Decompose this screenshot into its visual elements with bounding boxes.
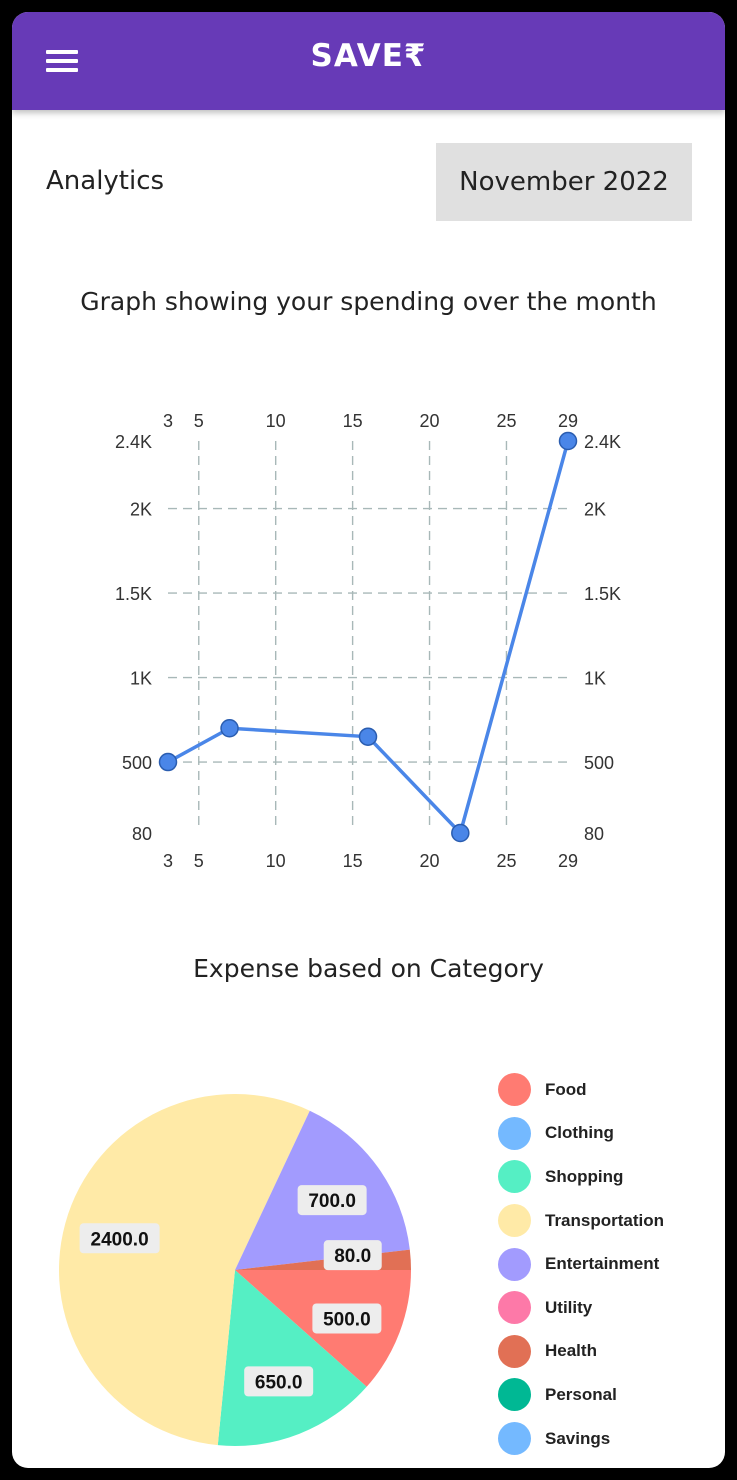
y-tick-label-right: 1.5K xyxy=(584,584,621,604)
legend-label: Health xyxy=(545,1341,597,1361)
x-tick-label-bottom: 20 xyxy=(420,851,440,871)
pie-slice-transportation[interactable] xyxy=(58,1094,310,1446)
x-tick-label-bottom: 10 xyxy=(266,851,286,871)
legend-swatch xyxy=(498,1334,531,1368)
legend-item-food[interactable]: Food xyxy=(498,1068,718,1112)
y-tick-label-right: 500 xyxy=(584,753,614,773)
slice-value-label: 650.0 xyxy=(255,1372,303,1393)
slice-value-badge xyxy=(244,1366,314,1397)
legend-label: Utility xyxy=(545,1297,593,1317)
legend-item-savings[interactable]: Savings xyxy=(498,1417,718,1461)
slice-value-badge xyxy=(297,1185,367,1216)
pie-chart-heading: Expense based on Category xyxy=(193,954,544,983)
data-point[interactable] xyxy=(358,727,378,746)
app-screen: SAVE₹ Analytics November 2022 Graph show… xyxy=(12,12,725,1468)
spending-series-line xyxy=(167,440,570,835)
y-tick-label-left: 1.5K xyxy=(115,584,152,604)
legend-item-utility[interactable]: Utility xyxy=(498,1286,718,1330)
legend-swatch xyxy=(498,1116,531,1150)
spending-line-chart: 3 3 5 5 10 10 15 15 20 20 25 25 29 29 80 80 500 500 1K 1K 1.… xyxy=(115,411,621,871)
slice-value-badge xyxy=(79,1223,160,1254)
slice-value-badge xyxy=(323,1240,382,1271)
legend-label: Personal xyxy=(545,1384,617,1404)
y-tick-label-left: 500 xyxy=(122,753,152,773)
legend-item-shopping[interactable]: Shopping xyxy=(498,1155,718,1199)
legend-item-clothing[interactable]: Clothing xyxy=(498,1112,718,1156)
data-point[interactable] xyxy=(451,823,470,843)
legend-swatch xyxy=(498,1204,531,1238)
legend-swatch xyxy=(498,1073,531,1107)
y-tick-label-right: 2.4K xyxy=(584,432,621,452)
line-chart-heading: Graph showing your spending over the mon… xyxy=(80,287,657,316)
legend-swatch xyxy=(498,1247,531,1281)
x-tick-label-bottom: 29 xyxy=(558,851,578,871)
legend-swatch xyxy=(498,1378,531,1412)
x-tick-label-bottom: 15 xyxy=(343,851,363,871)
menu-icon[interactable] xyxy=(42,46,82,76)
analytics-label: Analytics xyxy=(46,166,165,196)
x-tick-label-top: 25 xyxy=(496,411,516,431)
data-point[interactable] xyxy=(558,431,578,451)
slice-value-badge xyxy=(312,1303,382,1334)
slice-value-label: 2400.0 xyxy=(91,1229,149,1250)
y-tick-label-left: 2K xyxy=(130,500,152,520)
y-tick-label-right: 2K xyxy=(584,500,606,520)
x-tick-label-bottom: 25 xyxy=(496,851,516,871)
x-tick-label-bottom: 5 xyxy=(194,851,204,871)
legend-label: Clothing xyxy=(545,1123,614,1143)
y-tick-label-left: 80 xyxy=(132,824,152,844)
legend-label: Savings xyxy=(545,1428,611,1448)
legend-swatch xyxy=(498,1160,531,1194)
x-tick-label-top: 5 xyxy=(194,411,204,431)
app-bar: SAVE₹ xyxy=(12,12,725,110)
pie-legend: Food Clothing Shopping Transportation Entert… xyxy=(498,1068,718,1460)
legend-label: Food xyxy=(545,1079,587,1099)
legend-item-entertainment[interactable]: Entertainment xyxy=(498,1242,718,1286)
legend-label: Transportation xyxy=(545,1210,665,1230)
slice-value-label: 700.0 xyxy=(308,1191,356,1212)
month-selector-button[interactable]: November 2022 xyxy=(436,143,692,221)
legend-item-transportation[interactable]: Transportation xyxy=(498,1199,718,1243)
y-tick-label-right: 1K xyxy=(584,669,606,689)
data-point[interactable] xyxy=(158,752,178,772)
y-tick-label-left: 2.4K xyxy=(115,432,152,452)
x-tick-label-top: 3 xyxy=(163,411,173,431)
legend-item-personal[interactable]: Personal xyxy=(498,1373,718,1417)
x-tick-label-top: 15 xyxy=(343,411,363,431)
legend-swatch xyxy=(498,1422,531,1456)
app-title: SAVE₹ xyxy=(310,38,427,74)
x-tick-label-top: 10 xyxy=(266,411,286,431)
y-tick-label-left: 1K xyxy=(130,669,152,689)
x-tick-label-top: 20 xyxy=(420,411,440,431)
legend-label: Entertainment xyxy=(545,1254,660,1274)
legend-item-health[interactable]: Health xyxy=(498,1330,718,1374)
legend-label: Shopping xyxy=(545,1166,624,1186)
y-tick-label-right: 80 xyxy=(584,824,604,844)
x-tick-label-top: 29 xyxy=(558,411,578,431)
pie-slice-shopping[interactable] xyxy=(217,1270,367,1447)
category-pie-chart: 500.0 650.0 2400.0 700.0 80.0 xyxy=(58,1094,411,1447)
data-point[interactable] xyxy=(220,718,239,738)
slice-value-label: 500.0 xyxy=(323,1309,371,1330)
legend-swatch xyxy=(498,1291,531,1325)
x-tick-label-bottom: 3 xyxy=(163,851,173,871)
slice-value-label: 80.0 xyxy=(334,1246,371,1267)
